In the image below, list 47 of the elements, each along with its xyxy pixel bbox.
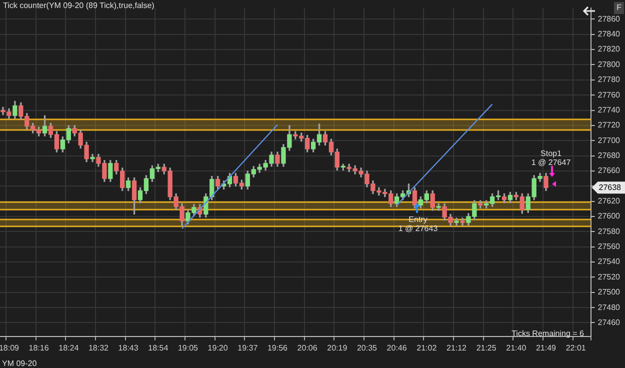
x-tick-label: 18:16 xyxy=(28,343,50,352)
x-tick-label: 19:20 xyxy=(208,343,228,352)
y-tick-label: 27780 xyxy=(598,75,621,84)
x-tick-label: 18:32 xyxy=(88,343,110,352)
y-tick-label: 27820 xyxy=(598,44,621,54)
y-tick-label: 27680 xyxy=(598,150,621,160)
annotation: 27638 xyxy=(598,182,622,192)
annotation: 1 @ 27643 xyxy=(398,224,438,234)
x-tick-label: 19:05 xyxy=(178,343,199,352)
x-tick-label: 21:12 xyxy=(446,343,468,352)
y-tick-label: 27740 xyxy=(598,105,621,114)
x-tick-label: 21:49 xyxy=(536,343,557,352)
y-tick-label: 27540 xyxy=(598,257,621,266)
x-tick-label: 20:19 xyxy=(327,343,348,352)
text: F xyxy=(616,3,622,12)
y-tick-label: 27720 xyxy=(598,120,621,130)
y-tick-label: 27460 xyxy=(598,318,621,327)
x-tick-label: 22:01 xyxy=(566,343,586,352)
x-tick-label: 20:35 xyxy=(356,343,378,352)
x-tick-label: 20:46 xyxy=(386,343,408,352)
y-tick-label: 27620 xyxy=(598,196,621,206)
x-tick-label: 20:06 xyxy=(297,343,318,352)
x-tick-label: 18:43 xyxy=(118,343,139,352)
y-tick-label: 27660 xyxy=(598,166,621,176)
x-tick-label: 19:37 xyxy=(238,343,258,352)
x-tick-label: 21:25 xyxy=(476,343,497,352)
chart-title: Tick counter(YM 09-20 (89 Tick),true,false) xyxy=(3,1,154,10)
x-tick-label: 18:24 xyxy=(58,343,80,352)
y-tick-label: 27760 xyxy=(598,90,621,100)
y-tick-label: 27840 xyxy=(598,30,621,39)
y-tick-label: 27800 xyxy=(598,60,621,69)
x-tick-label: 21:02 xyxy=(416,343,438,352)
y-tick-label: 27580 xyxy=(598,226,621,236)
x-tick-label: 18:54 xyxy=(148,343,169,352)
x-tick-label: 21:40 xyxy=(506,343,527,352)
y-tick-label: 27520 xyxy=(598,272,621,282)
annotation: 1 @ 27647 xyxy=(531,158,572,168)
y-tick-label: 27480 xyxy=(598,302,621,312)
annotation: Stop1 xyxy=(540,149,562,158)
x-tick-label: 19:56 xyxy=(267,343,288,352)
y-tick-label: 27600 xyxy=(598,212,621,221)
y-tick-label: 27700 xyxy=(598,136,621,145)
annotation: Ticks Remaining = 6 xyxy=(512,329,585,338)
text: YM 09-20 xyxy=(2,359,38,368)
y-tick-label: 27860 xyxy=(598,14,621,24)
y-tick-label: 27500 xyxy=(598,288,621,297)
y-tick-label: 27560 xyxy=(598,242,621,252)
